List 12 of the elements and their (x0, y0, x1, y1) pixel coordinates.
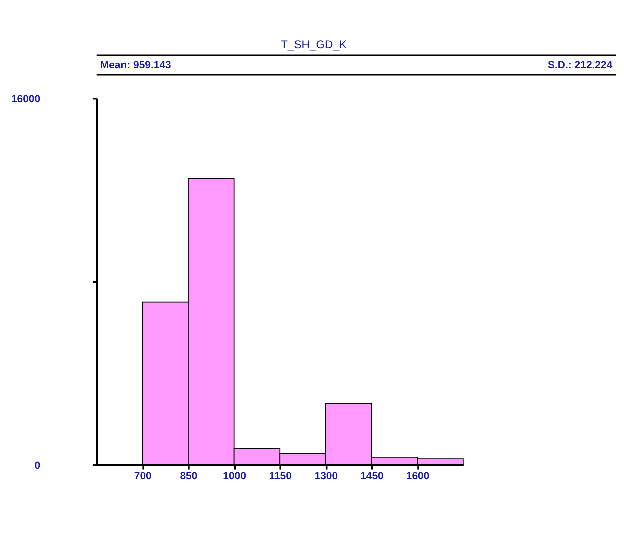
text: S.D.: 212.224 (548, 60, 613, 72)
y-tick-label: 16000 (11, 94, 41, 106)
y-tick-label: 0 (34, 460, 41, 472)
x-tick-label: 1000 (223, 471, 247, 482)
x-tick-label: 1150 (269, 471, 292, 482)
x-tick-label: 1600 (406, 471, 430, 482)
x-tick-label: 1300 (314, 471, 338, 482)
x-tick-label: 700 (134, 471, 152, 482)
x-tick-label: 850 (180, 471, 198, 482)
text: Mean: 959.143 (100, 60, 172, 72)
x-tick-label: 1450 (360, 471, 384, 482)
chart-title: T_SH_GD_K (280, 40, 348, 52)
